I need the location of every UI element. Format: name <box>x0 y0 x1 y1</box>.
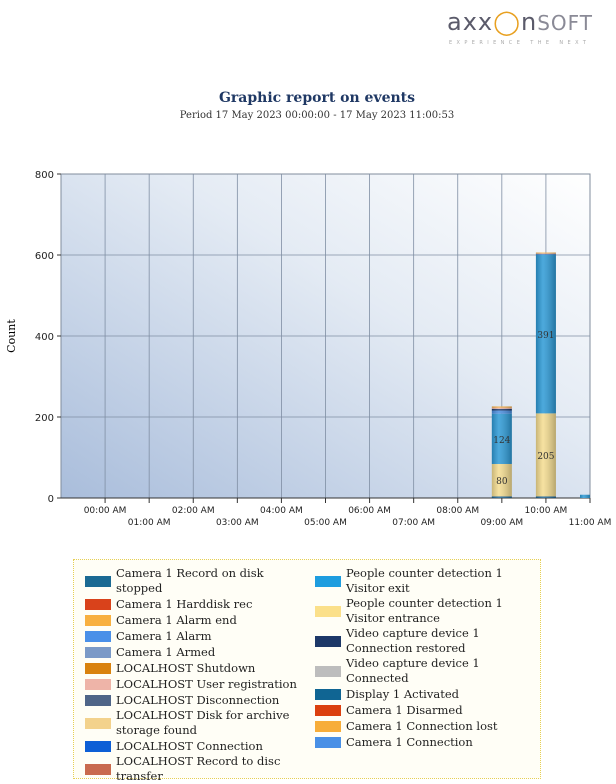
y-axis-label: Count <box>5 319 18 353</box>
x-tick-label: 09:00 AM <box>480 518 523 528</box>
legend-item: Camera 1 Harddisk rec <box>74 596 304 612</box>
legend-swatch <box>315 666 341 677</box>
x-tick-label: 00:00 AM <box>84 506 127 516</box>
legend-label: Camera 1 Alarm end <box>116 613 237 628</box>
legend-item: Camera 1 Alarm end <box>74 612 304 628</box>
x-tick-label: 04:00 AM <box>260 506 303 516</box>
legend-item: Camera 1 Alarm <box>74 628 304 644</box>
bar-shading <box>492 409 512 411</box>
legend-label: Camera 1 Record on disk stopped <box>116 566 304 596</box>
legend-swatch <box>85 631 111 642</box>
legend-swatch <box>85 718 111 729</box>
data-label: 205 <box>537 452 554 462</box>
legend-swatch <box>85 695 111 706</box>
legend-item: Camera 1 Record on disk stopped <box>74 566 304 596</box>
x-tick-label: 03:00 AM <box>216 518 259 528</box>
legend-label: Camera 1 Alarm <box>116 629 212 644</box>
y-tick-label: 400 <box>35 332 54 343</box>
legend-item: Video capture device 1 Connected <box>304 656 539 686</box>
legend-label: LOCALHOST Disconnection <box>116 693 279 708</box>
legend-item: LOCALHOST User registration <box>74 676 304 692</box>
legend-label: Camera 1 Harddisk rec <box>116 597 252 612</box>
legend-label: LOCALHOST Shutdown <box>116 661 255 676</box>
legend-label: LOCALHOST User registration <box>116 677 297 692</box>
legend-label: LOCALHOST Record to disc transfer <box>116 754 304 784</box>
legend-item: Camera 1 Connection lost <box>304 718 539 734</box>
x-tick-label: 01:00 AM <box>128 518 171 528</box>
legend-swatch <box>85 599 111 610</box>
bar-shading <box>492 406 512 407</box>
legend-item: Camera 1 Connection <box>304 734 539 750</box>
legend-swatch <box>315 606 341 617</box>
legend-label: Camera 1 Armed <box>116 645 215 660</box>
legend-item: LOCALHOST Disconnection <box>74 692 304 708</box>
legend-item: LOCALHOST Connection <box>74 738 304 754</box>
x-tick-label: 05:00 AM <box>304 518 347 528</box>
x-tick-label: 11:00 AM <box>569 518 612 528</box>
x-tick-label: 10:00 AM <box>525 506 568 516</box>
legend-swatch <box>85 615 111 626</box>
legend-swatch <box>315 721 341 732</box>
x-tick-label: 02:00 AM <box>172 506 215 516</box>
bar-shading <box>492 496 512 498</box>
bar-shading <box>536 253 556 254</box>
legend-swatch <box>85 647 111 658</box>
x-tick-label: 07:00 AM <box>392 518 435 528</box>
bar-shading <box>492 411 512 414</box>
legend-item: LOCALHOST Record to disc transfer <box>74 754 304 784</box>
legend-label: Display 1 Activated <box>346 687 459 702</box>
legend-item: People counter detection 1 Visitor exit <box>304 566 539 596</box>
legend-label: People counter detection 1 Visitor entra… <box>346 596 539 626</box>
bar-shading <box>492 408 512 409</box>
y-tick-label: 200 <box>35 413 54 424</box>
legend-label: Camera 1 Connection <box>346 735 473 750</box>
legend-item: LOCALHOST Disk for archive storage found <box>74 708 304 738</box>
legend-label: Camera 1 Connection lost <box>346 719 498 734</box>
legend-swatch <box>315 689 341 700</box>
legend-swatch <box>85 764 111 775</box>
bar-shading <box>536 496 556 498</box>
data-label: 124 <box>493 436 510 446</box>
y-tick-label: 0 <box>48 494 54 505</box>
y-tick-label: 800 <box>35 170 54 181</box>
legend-swatch <box>315 576 341 587</box>
x-tick-label: 08:00 AM <box>436 506 479 516</box>
legend-label: People counter detection 1 Visitor exit <box>346 566 539 596</box>
bar-shading <box>536 254 556 255</box>
legend-swatch <box>85 576 111 587</box>
legend-item: Video capture device 1 Connection restor… <box>304 626 539 656</box>
legend-label: LOCALHOST Disk for archive storage found <box>116 708 304 738</box>
legend-swatch <box>85 679 111 690</box>
legend-swatch <box>85 741 111 752</box>
legend-item: LOCALHOST Shutdown <box>74 660 304 676</box>
data-label: 80 <box>496 477 508 487</box>
legend-swatch <box>85 663 111 674</box>
legend-swatch <box>315 737 341 748</box>
data-label: 391 <box>537 331 554 341</box>
legend-swatch <box>315 705 341 716</box>
y-tick-label: 600 <box>35 251 54 262</box>
legend-item: People counter detection 1 Visitor entra… <box>304 596 539 626</box>
legend-item: Camera 1 Armed <box>74 644 304 660</box>
legend-label: Video capture device 1 Connected <box>346 656 539 686</box>
x-tick-label: 06:00 AM <box>348 506 391 516</box>
legend-item: Display 1 Activated <box>304 686 539 702</box>
legend-swatch <box>315 636 341 647</box>
bar-shading <box>580 495 590 498</box>
legend-label: LOCALHOST Connection <box>116 739 263 754</box>
legend-label: Camera 1 Disarmed <box>346 703 463 718</box>
legend-item: Camera 1 Disarmed <box>304 702 539 718</box>
legend-label: Video capture device 1 Connection restor… <box>346 626 539 656</box>
